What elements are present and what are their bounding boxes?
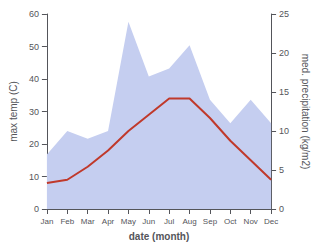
svg-text:5: 5 (279, 165, 284, 175)
svg-text:20: 20 (279, 48, 289, 58)
svg-text:max temp (C): max temp (C) (8, 81, 19, 142)
svg-text:Oct: Oct (224, 217, 237, 226)
svg-text:0: 0 (279, 204, 284, 214)
svg-text:Nov: Nov (244, 217, 258, 226)
svg-text:Jun: Jun (142, 217, 155, 226)
svg-text:30: 30 (29, 107, 39, 117)
svg-text:20: 20 (29, 139, 39, 149)
svg-text:15: 15 (279, 87, 289, 97)
svg-text:10: 10 (29, 172, 39, 182)
svg-text:10: 10 (279, 126, 289, 136)
svg-text:Feb: Feb (60, 217, 74, 226)
svg-text:0: 0 (34, 204, 39, 214)
svg-text:Sep: Sep (203, 217, 218, 226)
svg-text:50: 50 (29, 42, 39, 52)
svg-text:Jan: Jan (40, 217, 53, 226)
svg-text:25: 25 (279, 9, 289, 19)
svg-text:Jul: Jul (164, 217, 174, 226)
svg-text:Mar: Mar (81, 217, 95, 226)
svg-text:40: 40 (29, 74, 39, 84)
svg-text:Aug: Aug (182, 217, 196, 226)
svg-text:60: 60 (29, 9, 39, 19)
svg-text:date (month): date (month) (129, 231, 190, 242)
svg-text:Dec: Dec (264, 217, 278, 226)
svg-text:May: May (121, 217, 136, 226)
svg-text:med. precipitation (kg/m2): med. precipitation (kg/m2) (300, 54, 311, 170)
svg-text:Apr: Apr (102, 217, 115, 226)
